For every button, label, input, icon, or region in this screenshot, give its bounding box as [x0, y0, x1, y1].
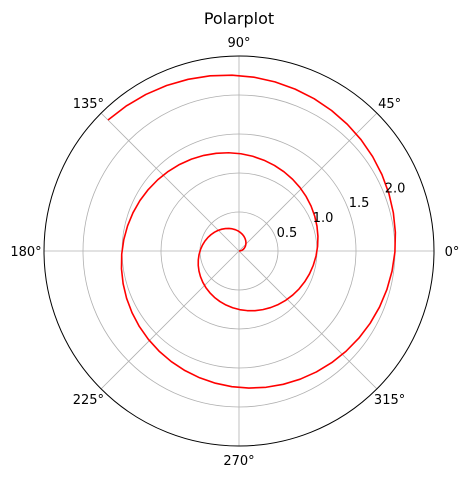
r-tick-label-0: 0.5 — [277, 226, 298, 241]
series-line-0 — [107, 74, 397, 389]
series-layer — [107, 74, 397, 389]
theta-tick-label-4: 180° — [10, 245, 41, 260]
r-tick-label-1: 1.0 — [313, 211, 334, 226]
r-tick-label-2: 1.5 — [349, 196, 370, 211]
theta-tick-label-5: 225° — [73, 393, 104, 408]
theta-tick-label-3: 135° — [73, 97, 104, 112]
theta-tick-label-0: 0° — [445, 245, 460, 260]
theta-tick-label-6: 270° — [223, 454, 254, 469]
theta-gridline-1 — [238, 112, 378, 252]
polar-spine — [43, 55, 435, 447]
theta-tick-label-1: 45° — [378, 97, 401, 112]
theta-gridline-7 — [238, 250, 378, 390]
theta-tick-label-2: 90° — [227, 36, 250, 51]
theta-gridline-3 — [100, 112, 240, 252]
theta-tick-label-7: 315° — [374, 393, 405, 408]
theta-gridline-5 — [100, 250, 240, 390]
polar-frame — [43, 55, 435, 447]
tick-labels: 0° 45° 90° 135° 180° 225° 270° 315° 0.5 1.0 1.5 2.0 — [10, 36, 459, 469]
chart-title: Polarplot — [204, 9, 274, 28]
r-tick-label-3: 2.0 — [385, 181, 406, 196]
